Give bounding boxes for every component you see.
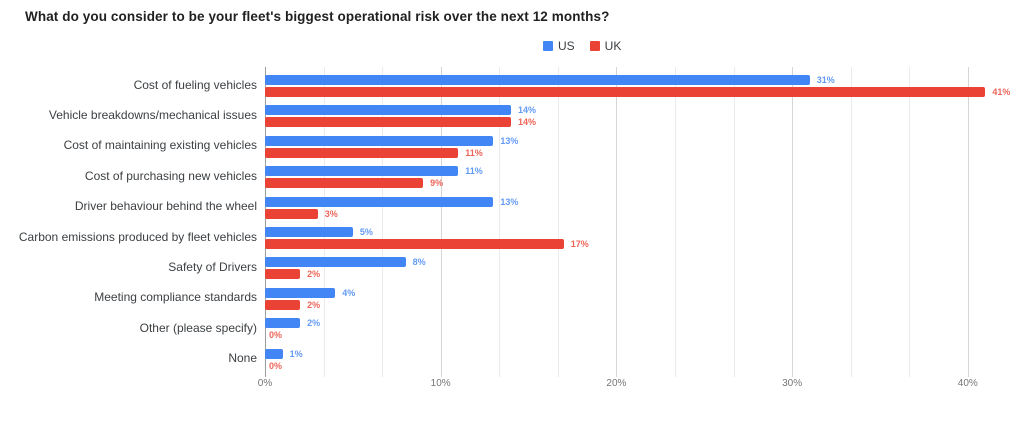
gridline bbox=[557, 67, 559, 377]
bar-us bbox=[265, 105, 511, 116]
bar-uk bbox=[265, 299, 301, 310]
value-axis: 0% 10% 20% 30% 40% bbox=[258, 378, 1010, 392]
category-label: Cost of fueling vehicles bbox=[133, 77, 257, 92]
category-axis: Cost of fueling vehicles Vehicle breakdow… bbox=[0, 68, 257, 372]
value-label-uk: 9% bbox=[430, 178, 444, 189]
bar-uk bbox=[265, 147, 459, 158]
bar-row: 2% 0% bbox=[265, 311, 1010, 341]
category-label: Vehicle breakdowns/mechanical issues bbox=[48, 108, 257, 123]
category-label: Driver behaviour behind the wheel bbox=[74, 199, 257, 214]
plot-area: 31% 41% 14% 14% 13% 11% 11% 9% 13% 3% 5% 17% 8% 2% 4% 2… bbox=[265, 68, 1010, 372]
value-label-us: 13% bbox=[500, 196, 519, 207]
x-axis-tick-label: 0% bbox=[257, 378, 273, 389]
gridline bbox=[323, 67, 325, 377]
gridline bbox=[382, 67, 384, 377]
chart-legend: US UK bbox=[543, 39, 621, 53]
value-label-uk: 2% bbox=[307, 269, 321, 280]
bar-row: 4% 2% bbox=[265, 281, 1010, 311]
legend-swatch-uk bbox=[589, 41, 600, 51]
bar-uk bbox=[265, 178, 424, 189]
x-axis-tick-label: 10% bbox=[430, 378, 451, 389]
value-label-uk: 17% bbox=[570, 238, 589, 249]
value-label-us: 1% bbox=[289, 348, 303, 359]
value-label-uk: 14% bbox=[518, 117, 537, 128]
bar-us bbox=[265, 257, 406, 268]
value-label-uk: 41% bbox=[992, 87, 1011, 97]
bar-us bbox=[265, 135, 494, 146]
x-axis-tick-label: 20% bbox=[606, 378, 627, 389]
bar-uk bbox=[265, 208, 318, 219]
value-label-us: 14% bbox=[518, 105, 537, 116]
bar-row: 31% 41% bbox=[265, 68, 1010, 98]
bar-uk bbox=[265, 269, 301, 280]
gridline bbox=[909, 67, 911, 377]
value-label-uk: 0% bbox=[269, 360, 283, 371]
gridline bbox=[616, 67, 618, 377]
bar-row: 5% 17% bbox=[265, 220, 1010, 250]
bar-row: 14% 14% bbox=[265, 98, 1010, 128]
value-label-uk: 11% bbox=[465, 147, 483, 158]
value-label-uk: 0% bbox=[269, 330, 283, 341]
bar-us bbox=[265, 318, 301, 329]
gridline bbox=[675, 67, 676, 377]
gridline bbox=[733, 67, 735, 377]
value-label-uk: 2% bbox=[307, 299, 321, 310]
bar-us bbox=[265, 166, 459, 177]
category-label: Cost of maintaining existing vehicles bbox=[63, 138, 257, 153]
category-label: Other (please specify) bbox=[139, 320, 257, 335]
gridline bbox=[440, 67, 442, 377]
legend-label: UK bbox=[604, 39, 622, 53]
bar-us bbox=[265, 75, 810, 85]
value-label-us: 8% bbox=[412, 257, 426, 268]
chart-title: What do you consider to be your fleet's … bbox=[25, 9, 610, 24]
value-label-us: 11% bbox=[465, 166, 483, 177]
bar-uk bbox=[265, 238, 564, 249]
category-label: None bbox=[228, 351, 257, 366]
legend-label: US bbox=[558, 39, 575, 53]
legend-swatch-us bbox=[543, 41, 553, 51]
bar-uk bbox=[265, 87, 986, 97]
value-label-us: 13% bbox=[500, 135, 519, 146]
bar-row: 11% 9% bbox=[265, 159, 1010, 189]
value-label-uk: 3% bbox=[324, 208, 338, 219]
bar-row: 8% 2% bbox=[265, 250, 1010, 280]
bar-row: 1% 0% bbox=[265, 342, 1010, 372]
legend-item-us: US bbox=[543, 39, 575, 53]
gridline bbox=[792, 67, 794, 377]
value-label-us: 31% bbox=[816, 75, 835, 85]
bar-uk bbox=[265, 117, 511, 128]
category-label: Meeting compliance standards bbox=[94, 290, 257, 305]
value-label-us: 4% bbox=[342, 287, 356, 298]
axis-baseline bbox=[265, 67, 266, 377]
value-label-us: 5% bbox=[359, 226, 373, 237]
gridline-layer bbox=[265, 67, 1010, 377]
category-label: Carbon emissions produced by fleet vehic… bbox=[18, 229, 257, 244]
gridline bbox=[499, 67, 501, 377]
x-axis-tick-label: 40% bbox=[957, 378, 978, 389]
value-label-us: 2% bbox=[307, 318, 321, 329]
bar-us bbox=[265, 226, 353, 237]
category-label: Cost of purchasing new vehicles bbox=[84, 168, 257, 183]
gridline bbox=[850, 67, 852, 377]
bar-us bbox=[265, 287, 336, 298]
bar-us bbox=[265, 196, 494, 207]
bar-row: 13% 11% bbox=[265, 129, 1010, 159]
bar-row: 13% 3% bbox=[265, 190, 1010, 220]
gridline bbox=[967, 67, 969, 377]
category-label: Safety of Drivers bbox=[168, 260, 257, 275]
legend-item-uk: UK bbox=[589, 39, 622, 53]
x-axis-tick-label: 30% bbox=[782, 378, 803, 389]
bar-us bbox=[265, 348, 283, 359]
